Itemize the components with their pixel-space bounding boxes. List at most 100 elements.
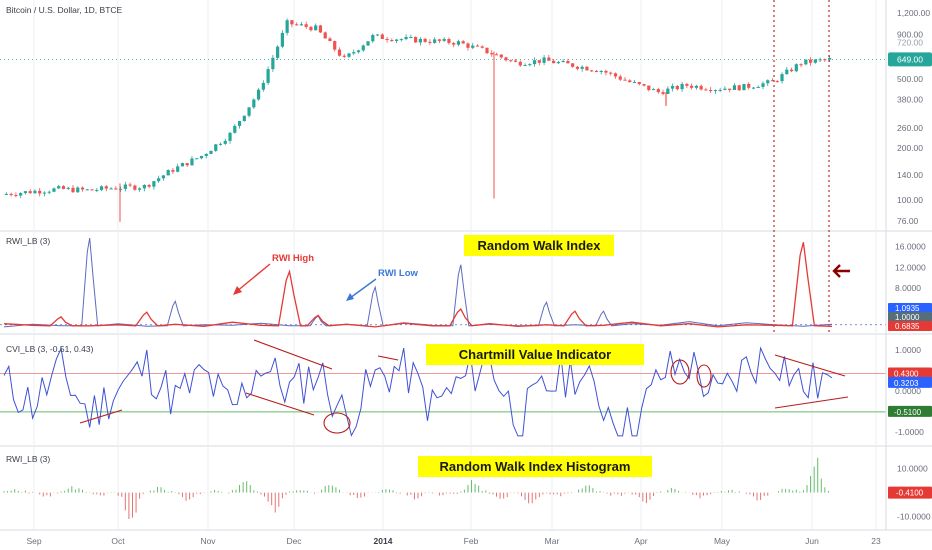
- candle-body: [561, 60, 565, 63]
- cvi-tick-label: 0.0000: [895, 386, 921, 396]
- pane-grid: [0, 0, 932, 530]
- candle-body: [751, 87, 756, 89]
- candle-body: [333, 41, 337, 50]
- candle-body: [794, 64, 798, 72]
- candle-body: [704, 89, 708, 91]
- hist-pane-title: RWI_LB (3): [6, 454, 50, 464]
- candle-body: [123, 184, 127, 189]
- candle-body: [509, 60, 513, 62]
- price-tick-label: 720.00: [897, 38, 923, 48]
- candle-body: [404, 37, 408, 40]
- candle-body: [556, 62, 560, 64]
- cvi-annotation: Chartmill Value Indicator: [459, 347, 611, 362]
- candle-body: [190, 158, 194, 166]
- hist-value-badge-label: -0.4100: [896, 489, 924, 498]
- price-tick-label: 140.00: [897, 170, 923, 180]
- candle-body: [737, 85, 741, 91]
- right-axis-labels[interactable]: 1,200.00 900.00 500.00 380.00 260.00 200.00 14…: [888, 8, 932, 521]
- candle-body: [180, 163, 185, 167]
- candle-body: [651, 89, 656, 91]
- candle-body: [699, 85, 703, 90]
- candle-body: [594, 70, 599, 72]
- cvi-value-badge-label: 0.4300: [894, 369, 919, 378]
- candle-body: [456, 41, 461, 45]
- candle-body: [575, 66, 580, 69]
- price-tick-label: 200.00: [897, 143, 923, 153]
- rwi-value-badge: [888, 312, 932, 322]
- time-tick-label: 2014: [374, 536, 393, 546]
- candle-body: [723, 88, 727, 90]
- candle-body: [66, 187, 70, 189]
- rwi-value-badge: [888, 321, 932, 331]
- candle-body: [818, 59, 822, 61]
- candle-body: [475, 45, 480, 47]
- candle-body: [256, 89, 261, 100]
- candle-body: [247, 107, 251, 116]
- time-tick-label: Apr: [634, 536, 647, 546]
- candle-body: [318, 25, 323, 33]
- candle-body: [461, 41, 465, 44]
- candle-body: [680, 83, 684, 90]
- candle-body: [57, 186, 61, 189]
- cvi-markup: [79, 339, 849, 434]
- candle-body: [356, 50, 361, 53]
- candle-body: [290, 20, 294, 25]
- cvi-pane[interactable]: [0, 346, 886, 437]
- rwi-value-badge-label: 1.0000: [895, 313, 920, 322]
- rwi-low-arrow: [349, 278, 377, 299]
- price-pane-title: Bitcoin / U.S. Dollar, 1D, BTCE: [6, 5, 123, 15]
- candle-body: [789, 69, 794, 72]
- candle-body: [28, 191, 32, 194]
- candle-body: [661, 92, 665, 94]
- candle-body: [670, 85, 675, 89]
- price-tick-label: 76.00: [897, 216, 919, 226]
- time-tick-label: 23: [871, 536, 881, 546]
- candle-body: [732, 85, 737, 90]
- candle-body: [799, 64, 803, 66]
- candle-body: [804, 59, 808, 65]
- candle-body: [375, 34, 380, 36]
- rwi-annotation-highlight: [464, 235, 614, 256]
- candle-body: [685, 83, 689, 86]
- candle-body: [280, 32, 284, 47]
- candle-body: [9, 193, 13, 195]
- candle-body: [442, 39, 446, 41]
- current-price-badge: [888, 52, 932, 67]
- candle-body: [394, 39, 399, 42]
- hist-annotation: Random Walk Index Histogram: [440, 459, 631, 474]
- price-pane[interactable]: [0, 18, 886, 222]
- price-tick-label: 1,200.00: [897, 8, 930, 18]
- rwi-high-callout: RWI High: [272, 253, 314, 264]
- candle-body: [690, 85, 694, 88]
- candle-body: [380, 34, 384, 39]
- candle-body: [423, 38, 427, 42]
- time-axis[interactable]: Sep Oct Nov Dec 2014 Feb Mar Apr May Jun 23: [26, 536, 881, 546]
- candle-body: [447, 39, 451, 44]
- candle-body: [518, 61, 522, 66]
- candle-body: [304, 24, 308, 27]
- candle-body: [647, 85, 651, 91]
- rwi-pane[interactable]: [0, 238, 886, 328]
- candle-body: [228, 132, 232, 141]
- candle-body: [76, 187, 80, 193]
- rwi-high-arrowhead-icon: [233, 286, 242, 295]
- candle-body: [195, 158, 199, 160]
- candle-body: [118, 188, 123, 190]
- candle-body: [309, 26, 313, 31]
- candle-body: [138, 188, 142, 190]
- candle-body: [532, 60, 537, 65]
- candle-body: [694, 85, 698, 88]
- candle-body: [385, 38, 389, 41]
- candle-body: [47, 191, 51, 193]
- price-tick-label: 500.00: [897, 74, 923, 84]
- candle-body: [242, 115, 246, 122]
- candle-body: [713, 90, 718, 92]
- candle-body: [142, 185, 146, 189]
- candle-body: [171, 170, 175, 172]
- hist-pane[interactable]: [3, 457, 829, 520]
- candle-body: [433, 39, 437, 43]
- candle-body: [237, 121, 242, 126]
- rwi-tick-label: 16.0000: [895, 241, 926, 251]
